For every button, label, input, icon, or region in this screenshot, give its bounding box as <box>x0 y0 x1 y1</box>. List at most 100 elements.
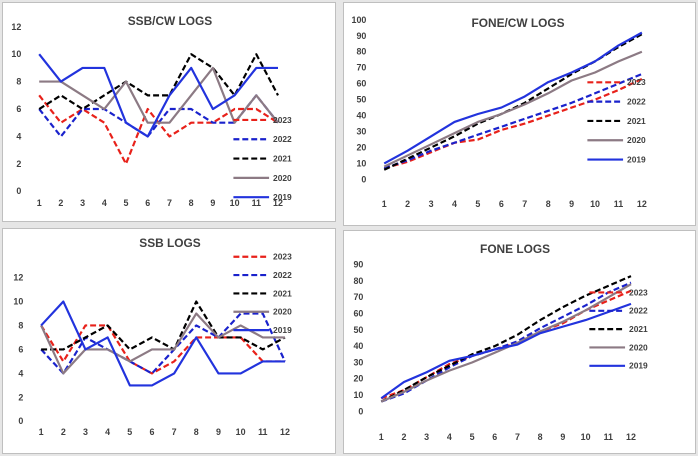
x-tick-label: 2 <box>58 198 63 208</box>
chart-title: FONE LOGS <box>480 242 550 256</box>
y-tick-label: 8 <box>18 320 23 330</box>
y-tick-label: 4 <box>18 368 23 378</box>
x-tick-label: 12 <box>280 427 290 437</box>
y-tick-label: 20 <box>356 142 366 152</box>
legend-label: 2021 <box>627 116 646 126</box>
x-tick-label: 8 <box>538 432 543 442</box>
x-tick-label: 12 <box>626 432 636 442</box>
x-tick-label: 3 <box>429 199 434 209</box>
y-tick-label: 20 <box>353 374 363 384</box>
x-tick-label: 7 <box>167 198 172 208</box>
y-tick-label: 0 <box>18 416 23 426</box>
legend-label: 2022 <box>273 134 292 144</box>
series-line-2023 <box>383 77 643 170</box>
y-tick-label: 12 <box>13 273 23 283</box>
x-tick-label: 10 <box>236 427 246 437</box>
y-tick-label: 80 <box>356 47 366 57</box>
legend-label: 2019 <box>629 361 648 371</box>
legend-label: 2023 <box>273 252 292 262</box>
x-tick-label: 11 <box>258 427 267 437</box>
y-tick-label: 12 <box>11 22 21 32</box>
x-tick-label: 1 <box>379 432 384 442</box>
series-line-2023 <box>38 94 279 165</box>
x-tick-label: 4 <box>452 199 457 209</box>
x-tick-label: 12 <box>273 198 283 208</box>
legend-label: 2023 <box>273 115 292 125</box>
chart-title: SSB/CW LOGS <box>128 14 213 28</box>
x-tick-label: 1 <box>382 199 387 209</box>
y-tick-label: 0 <box>358 406 363 416</box>
y-tick-label: 2 <box>18 392 23 402</box>
chart-fone-cw-logs: FONE/CW LOGS 0 10 20 30 40 50 60 70 80 90 100 1 2 3 4 5 6… <box>343 2 696 226</box>
x-tick-label: 6 <box>149 427 154 437</box>
legend-label: 2020 <box>629 342 648 352</box>
chart-ssb-logs: SSB LOGS 0 2 4 6 8 10 12 1 2 3 4 5 6 7 8 9 10 11 12 2023 2022… <box>2 228 336 454</box>
y-tick-label: 0 <box>361 174 366 184</box>
series-line-2020 <box>39 66 279 124</box>
x-tick-label: 4 <box>105 427 110 437</box>
x-tick-label: 7 <box>172 427 177 437</box>
x-tick-label: 11 <box>604 432 613 442</box>
legend-label: 2020 <box>273 173 292 183</box>
series-line-2019 <box>38 53 278 138</box>
legend-label: 2021 <box>273 288 292 298</box>
y-tick-label: 30 <box>353 357 363 367</box>
legend-label: 2022 <box>629 306 648 316</box>
x-tick-label: 11 <box>614 199 623 209</box>
x-tick-label: 2 <box>405 199 410 209</box>
y-tick-label: 30 <box>356 127 366 137</box>
x-tick-label: 5 <box>127 427 132 437</box>
legend-label: 2021 <box>273 154 292 164</box>
x-tick-label: 1 <box>37 198 42 208</box>
y-tick-label: 8 <box>16 77 21 87</box>
legend-label: 2022 <box>627 97 646 107</box>
series-line-2020 <box>383 50 643 168</box>
x-tick-label: 10 <box>230 198 240 208</box>
y-tick-label: 40 <box>353 341 363 351</box>
y-tick-label: 80 <box>353 276 363 286</box>
y-tick-label: 90 <box>353 260 363 270</box>
y-tick-label: 6 <box>16 104 21 114</box>
x-tick-label: 7 <box>522 199 527 209</box>
x-tick-label: 3 <box>424 432 429 442</box>
series-line-2021 <box>38 53 279 111</box>
y-tick-label: 6 <box>18 344 23 354</box>
series-line-2019 <box>40 300 285 387</box>
series-line-2022 <box>383 73 643 170</box>
x-tick-label: 5 <box>124 198 129 208</box>
x-tick-label: 9 <box>210 198 215 208</box>
chart-title: FONE/CW LOGS <box>471 16 564 30</box>
y-tick-label: 40 <box>356 111 366 121</box>
x-tick-label: 9 <box>216 427 221 437</box>
legend-label: 2020 <box>627 135 646 145</box>
legend-label: 2020 <box>273 307 292 317</box>
x-tick-label: 6 <box>492 432 497 442</box>
x-tick-label: 2 <box>61 427 66 437</box>
y-tick-label: 60 <box>353 309 363 319</box>
chart-fone-logs: FONE LOGS 0 10 20 30 40 50 60 70 80 90 1 2 3 4 5 6 7 8 9 10 1… <box>343 230 696 454</box>
x-tick-label: 8 <box>546 199 551 209</box>
legend-label: 2019 <box>627 155 646 165</box>
y-tick-label: 10 <box>13 296 23 306</box>
series-line-2023 <box>40 324 285 375</box>
x-tick-label: 6 <box>499 199 504 209</box>
y-tick-label: 70 <box>356 63 366 73</box>
x-tick-label: 7 <box>515 432 520 442</box>
series-line-2021 <box>380 275 632 403</box>
y-tick-label: 90 <box>356 31 366 41</box>
x-tick-label: 2 <box>401 432 406 442</box>
legend-label: 2019 <box>273 192 292 202</box>
x-tick-label: 1 <box>39 427 44 437</box>
x-tick-label: 3 <box>83 427 88 437</box>
y-tick-label: 10 <box>356 158 366 168</box>
x-tick-label: 5 <box>475 199 480 209</box>
x-tick-label: 4 <box>102 198 107 208</box>
y-tick-label: 70 <box>353 292 363 302</box>
legend-label: 2023 <box>627 77 646 87</box>
y-tick-label: 2 <box>16 159 21 169</box>
series-line-2019 <box>380 302 632 400</box>
x-tick-label: 10 <box>581 432 591 442</box>
y-tick-label: 50 <box>353 325 363 335</box>
